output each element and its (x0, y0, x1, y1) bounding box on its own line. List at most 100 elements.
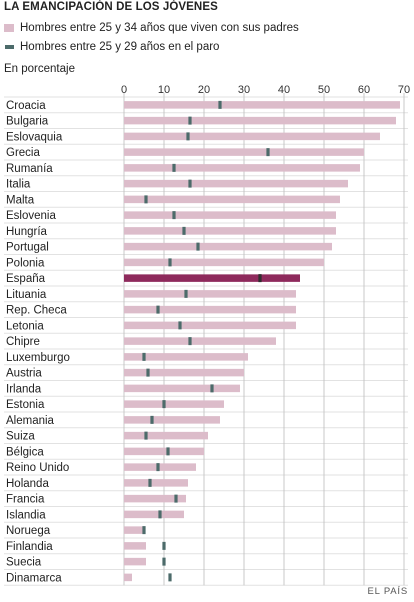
bar (124, 542, 146, 550)
bar (124, 463, 196, 471)
chart-title: LA EMANCIPACIÓN DE LOS JÓVENES (4, 1, 218, 13)
bar (124, 164, 360, 172)
unemployment-marker (150, 415, 154, 424)
bar (124, 447, 204, 456)
bar (124, 368, 244, 377)
legend-item-unemployed: Hombres entre 25 y 29 años en el paro (4, 41, 219, 53)
bar (124, 290, 296, 298)
bar (124, 211, 336, 219)
unemployment-marker (174, 494, 178, 503)
category-label: Alemania (6, 415, 55, 427)
unemployment-marker (142, 352, 146, 361)
bar (124, 132, 380, 141)
bar (124, 384, 240, 393)
category-label: Chipre (6, 336, 40, 348)
unemployment-marker (148, 478, 152, 487)
x-tick-label: 10 (158, 84, 170, 96)
bar (124, 526, 144, 534)
unemployment-marker (146, 368, 150, 377)
category-label: Eslovaquia (6, 131, 63, 143)
category-label: Hungría (6, 226, 48, 238)
bar (124, 479, 188, 487)
unemployment-marker (142, 526, 146, 535)
unemployment-marker (166, 447, 170, 456)
bar (124, 227, 336, 235)
category-label: Eslovenia (6, 210, 56, 222)
category-label: Malta (6, 194, 35, 206)
unemployment-marker (162, 557, 166, 566)
unemployment-marker (218, 100, 222, 109)
unemployment-marker (172, 163, 176, 172)
unemployment-marker (144, 431, 148, 440)
category-label: Irlanda (6, 383, 42, 395)
category-label: Rumanía (6, 163, 53, 175)
x-tick-label: 70 (398, 84, 410, 96)
unemployment-marker (266, 148, 270, 157)
bar (124, 353, 248, 361)
category-label: Bulgaria (6, 116, 49, 128)
category-label: Dinamarca (6, 572, 62, 584)
x-tick-label: 20 (198, 84, 210, 96)
category-label: Italia (6, 179, 31, 191)
category-label: Francia (6, 494, 45, 506)
bar (124, 510, 184, 519)
category-label: Luxemburgo (6, 352, 70, 364)
category-label: Polonia (6, 257, 45, 269)
x-tick-label: 60 (358, 84, 370, 96)
unemployment-marker (258, 274, 262, 283)
category-label: Lituania (6, 289, 47, 301)
bar (124, 101, 400, 109)
legend-swatch-marker (5, 45, 14, 49)
unemployment-marker (182, 226, 186, 235)
x-tick-label: 40 (278, 84, 290, 96)
category-label: Austria (6, 368, 42, 380)
category-label: Suiza (6, 431, 35, 443)
unemployment-marker (184, 289, 188, 298)
bar (124, 242, 332, 251)
bar (124, 557, 146, 566)
unit-note: En porcentaje (4, 63, 75, 75)
x-tick-label: 30 (238, 84, 250, 96)
unemployment-marker (172, 211, 176, 220)
category-label: Letonia (6, 320, 44, 332)
bar (124, 305, 296, 314)
unemployment-marker (168, 258, 172, 267)
bar (124, 321, 296, 330)
source-credit: EL PAÍS (367, 586, 408, 597)
category-label: España (6, 273, 46, 285)
bar (124, 274, 300, 282)
category-label: Croacia (6, 100, 46, 112)
bar (124, 195, 340, 204)
bar (124, 337, 276, 345)
unemployment-marker (156, 305, 160, 314)
category-label: Portugal (6, 242, 49, 254)
legend-swatch-bar (4, 24, 14, 32)
category-label: Finlandia (6, 541, 53, 553)
bar (124, 416, 220, 424)
unemployment-marker (210, 384, 214, 393)
category-label: Estonia (6, 399, 45, 411)
unemployment-marker (188, 116, 192, 125)
legend-label-unemployed: Hombres entre 25 y 29 años en el paro (20, 41, 220, 53)
unemployment-marker (186, 132, 190, 141)
category-label: Holanda (6, 478, 49, 490)
bar (124, 400, 224, 408)
category-label: Grecia (6, 147, 40, 159)
category-label: Rep. Checa (6, 305, 67, 317)
bar (124, 494, 186, 503)
category-label: Reino Unido (6, 462, 69, 474)
unemployment-marker (162, 400, 166, 409)
bar (124, 573, 132, 582)
unemployment-marker (188, 179, 192, 188)
unemployment-marker (178, 321, 182, 330)
bar (124, 179, 348, 188)
category-label: Noruega (6, 525, 51, 537)
bar (124, 148, 364, 156)
bar (124, 116, 396, 125)
unemployment-marker (158, 510, 162, 519)
unemployment-marker (196, 242, 200, 251)
legend-label-living-with-parents: Hombres entre 25 y 34 años que viven con… (20, 22, 299, 34)
x-tick-label: 0 (121, 84, 127, 96)
unemployment-marker (162, 541, 166, 550)
